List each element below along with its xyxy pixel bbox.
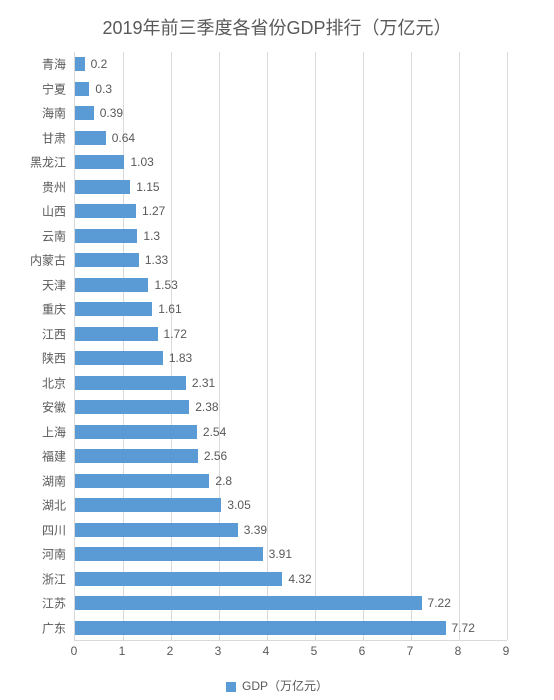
legend: GDP（万亿元） (0, 677, 554, 694)
x-tick-label: 4 (263, 644, 270, 658)
category-label: 青海 (0, 56, 70, 73)
x-tick-label: 7 (407, 644, 414, 658)
value-label: 2.31 (186, 376, 215, 390)
bar (75, 498, 221, 512)
value-label: 1.61 (152, 302, 181, 316)
grid-line (315, 52, 316, 640)
value-label: 1.83 (163, 351, 192, 365)
category-label: 浙江 (0, 570, 70, 587)
category-label: 江西 (0, 325, 70, 342)
value-label: 3.91 (263, 547, 292, 561)
bar (75, 449, 198, 463)
category-label: 内蒙古 (0, 252, 70, 269)
bar (75, 547, 263, 561)
x-tick-label: 2 (167, 644, 174, 658)
bar (75, 596, 422, 610)
category-label: 四川 (0, 521, 70, 538)
grid-line (363, 52, 364, 640)
value-label: 1.33 (139, 253, 168, 267)
bar (75, 302, 152, 316)
gdp-bar-chart: 2019年前三季度各省份GDP排行（万亿元） 0.2 0.3 0.39 0.64 1.0… (0, 0, 554, 700)
bar (75, 278, 148, 292)
category-label: 北京 (0, 374, 70, 391)
bar (75, 327, 158, 341)
value-label: 7.72 (446, 621, 475, 635)
bar (75, 204, 136, 218)
bar (75, 474, 209, 488)
bar (75, 155, 124, 169)
value-label: 1.72 (158, 327, 187, 341)
category-label: 海南 (0, 105, 70, 122)
category-label: 江苏 (0, 595, 70, 612)
bar (75, 523, 238, 537)
bar (75, 57, 85, 71)
grid-line (459, 52, 460, 640)
category-label: 安徽 (0, 399, 70, 416)
bar (75, 376, 186, 390)
bar (75, 180, 130, 194)
bar (75, 425, 197, 439)
category-label: 甘肃 (0, 129, 70, 146)
x-tick-label: 6 (359, 644, 366, 658)
value-label: 1.15 (130, 180, 159, 194)
bar (75, 400, 189, 414)
value-label: 7.22 (422, 596, 451, 610)
category-label: 陕西 (0, 350, 70, 367)
x-tick-label: 8 (455, 644, 462, 658)
grid-line (507, 52, 508, 640)
chart-title: 2019年前三季度各省份GDP排行（万亿元） (0, 0, 554, 46)
x-tick-label: 9 (503, 644, 510, 658)
value-label: 1.27 (136, 204, 165, 218)
category-label: 河南 (0, 546, 70, 563)
value-label: 2.38 (189, 400, 218, 414)
bar (75, 229, 137, 243)
bar (75, 82, 89, 96)
value-label: 1.3 (137, 229, 160, 243)
category-label: 湖北 (0, 497, 70, 514)
value-label: 2.54 (197, 425, 226, 439)
value-label: 0.64 (106, 131, 135, 145)
plot-area: 0.2 0.3 0.39 0.64 1.03 1.15 1.27 1.3 1.33 1.53 1.6… (74, 52, 507, 641)
category-label: 湖南 (0, 472, 70, 489)
legend-label: GDP（万亿元） (242, 679, 328, 693)
grid-line (411, 52, 412, 640)
category-label: 上海 (0, 423, 70, 440)
value-label: 4.32 (282, 572, 311, 586)
value-label: 0.2 (85, 57, 108, 71)
category-label: 福建 (0, 448, 70, 465)
value-label: 0.39 (94, 106, 123, 120)
value-label: 3.39 (238, 523, 267, 537)
value-label: 2.56 (198, 449, 227, 463)
x-tick-label: 5 (311, 644, 318, 658)
category-label: 宁夏 (0, 80, 70, 97)
x-tick-label: 0 (71, 644, 78, 658)
category-label: 广东 (0, 619, 70, 636)
x-tick-label: 1 (119, 644, 126, 658)
category-label: 天津 (0, 276, 70, 293)
category-label: 黑龙江 (0, 154, 70, 171)
bar (75, 621, 446, 635)
category-label: 重庆 (0, 301, 70, 318)
category-label: 山西 (0, 203, 70, 220)
bar (75, 572, 282, 586)
x-tick-label: 3 (215, 644, 222, 658)
value-label: 3.05 (221, 498, 250, 512)
bar (75, 131, 106, 145)
bar (75, 253, 139, 267)
value-label: 2.8 (209, 474, 232, 488)
value-label: 0.3 (89, 82, 112, 96)
bar (75, 106, 94, 120)
category-label: 贵州 (0, 178, 70, 195)
value-label: 1.53 (148, 278, 177, 292)
bar (75, 351, 163, 365)
value-label: 1.03 (124, 155, 153, 169)
category-label: 云南 (0, 227, 70, 244)
legend-swatch (226, 682, 236, 692)
